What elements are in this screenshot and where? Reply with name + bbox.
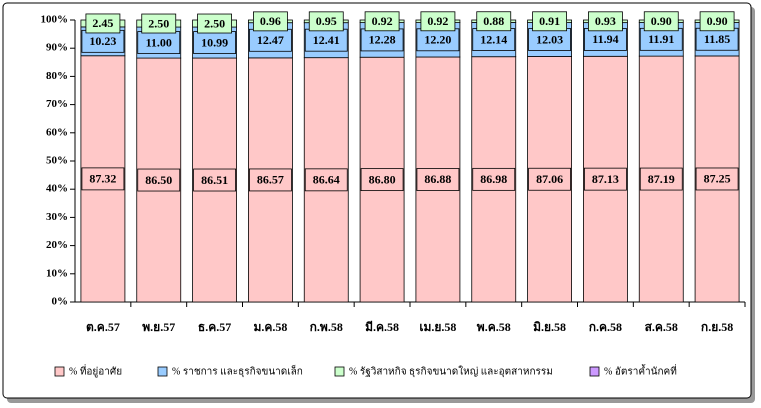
x-tick-label: มี.ค.58 bbox=[365, 320, 399, 334]
value-label-box bbox=[364, 11, 400, 32]
value-label: 0.95 bbox=[316, 14, 337, 28]
x-tick-label: ก.พ.58 bbox=[310, 320, 343, 334]
value-label: 12.20 bbox=[424, 33, 451, 47]
value-label: 12.14 bbox=[480, 32, 507, 46]
x-tick-label: พ.ค.58 bbox=[477, 320, 511, 334]
value-label-box bbox=[643, 11, 679, 32]
value-label: 10.99 bbox=[201, 35, 228, 49]
x-tick-label: ส.ค.58 bbox=[645, 320, 678, 334]
legend-label: % อัตราค้ำนักคที่ bbox=[604, 363, 677, 377]
value-label: 0.92 bbox=[372, 14, 393, 28]
value-label: 0.90 bbox=[651, 14, 672, 28]
y-tick-label: 30% bbox=[46, 211, 68, 223]
value-label-box bbox=[253, 11, 288, 32]
value-label: 0.90 bbox=[707, 14, 728, 28]
value-label: 87.06 bbox=[536, 172, 563, 186]
value-label-box bbox=[588, 11, 623, 32]
legend-swatch bbox=[54, 366, 65, 377]
y-tick-label: 70% bbox=[46, 98, 68, 110]
y-tick-label: 40% bbox=[46, 183, 68, 195]
x-tick-label: ก.ค.58 bbox=[589, 320, 622, 334]
value-label-box bbox=[532, 11, 567, 32]
value-label-box bbox=[85, 13, 121, 34]
value-label-box bbox=[695, 167, 739, 191]
legend-swatch bbox=[157, 366, 168, 377]
x-tick-label: พ.ย.57 bbox=[142, 320, 175, 334]
legend-swatch bbox=[589, 366, 600, 377]
value-label: 11.94 bbox=[592, 32, 618, 46]
value-label-box bbox=[304, 168, 348, 192]
value-label-box bbox=[416, 168, 460, 191]
value-label-box bbox=[584, 167, 627, 191]
value-label: 87.32 bbox=[89, 172, 116, 186]
value-label: 86.50 bbox=[145, 173, 172, 187]
value-label: 0.88 bbox=[483, 14, 504, 28]
y-tick-label: 80% bbox=[46, 70, 68, 82]
legend-label: % ราชการ และธุรกิจขนาดเล็ก bbox=[172, 363, 303, 377]
value-label-box bbox=[476, 11, 512, 32]
value-label: 12.41 bbox=[313, 33, 340, 47]
x-tick-label: ก.ย.58 bbox=[701, 320, 733, 334]
x-tick-label: เม.ย.58 bbox=[419, 320, 456, 334]
x-tick-label: ต.ค.57 bbox=[86, 320, 120, 334]
legend-swatch bbox=[334, 366, 345, 377]
y-tick-label: 90% bbox=[46, 42, 68, 54]
value-label: 86.88 bbox=[424, 172, 451, 186]
value-label-box bbox=[141, 13, 177, 34]
y-tick-label: 60% bbox=[46, 126, 68, 138]
value-label-box bbox=[249, 168, 292, 192]
value-label-box bbox=[197, 13, 232, 34]
value-label-box bbox=[420, 11, 456, 32]
value-label-box bbox=[81, 167, 125, 191]
legend-label: % ที่อยู่อาศัย bbox=[69, 363, 122, 377]
value-label-box bbox=[308, 11, 344, 32]
value-label: 2.50 bbox=[148, 16, 169, 30]
y-tick-label: 20% bbox=[46, 239, 68, 251]
value-label-box bbox=[639, 167, 683, 191]
value-label: 87.13 bbox=[592, 172, 619, 186]
y-tick-label: 50% bbox=[46, 155, 68, 167]
value-label: 2.45 bbox=[92, 16, 113, 30]
value-label: 87.19 bbox=[648, 172, 675, 186]
y-tick-label: 0% bbox=[52, 296, 69, 308]
value-label-box bbox=[193, 168, 236, 192]
value-label: 11.91 bbox=[648, 32, 674, 46]
value-label: 2.50 bbox=[204, 16, 225, 30]
y-tick-label: 10% bbox=[46, 267, 68, 279]
value-label: 0.93 bbox=[595, 14, 616, 28]
value-label-box bbox=[699, 11, 735, 32]
value-label: 86.80 bbox=[369, 172, 396, 186]
x-tick-label: มิ.ย.58 bbox=[533, 320, 566, 334]
value-label: 10.23 bbox=[89, 34, 116, 48]
value-label: 86.51 bbox=[201, 173, 228, 187]
value-label: 11.00 bbox=[146, 35, 172, 49]
x-tick-label: ธ.ค.57 bbox=[198, 320, 231, 334]
value-label-box bbox=[472, 167, 516, 191]
value-label-box bbox=[360, 168, 404, 192]
value-label: 0.91 bbox=[539, 14, 560, 28]
value-label: 86.64 bbox=[313, 173, 340, 187]
value-label: 12.03 bbox=[536, 32, 563, 46]
x-tick-label: ม.ค.58 bbox=[253, 320, 287, 334]
value-label: 86.98 bbox=[480, 172, 507, 186]
value-label: 12.47 bbox=[257, 33, 284, 47]
value-label: 12.28 bbox=[369, 33, 396, 47]
value-label: 0.92 bbox=[427, 14, 448, 28]
y-tick-label: 100% bbox=[41, 14, 69, 26]
value-label: 0.96 bbox=[260, 14, 281, 28]
value-label: 86.57 bbox=[257, 173, 284, 187]
value-label: 87.25 bbox=[704, 172, 731, 186]
value-label: 11.85 bbox=[704, 32, 730, 46]
legend-label: % รัฐวิสาหกิจ ธุรกิจขนาดใหญ่ และอุตสาหกร… bbox=[349, 365, 553, 377]
value-label-box bbox=[528, 167, 571, 191]
value-label-box bbox=[137, 168, 181, 192]
